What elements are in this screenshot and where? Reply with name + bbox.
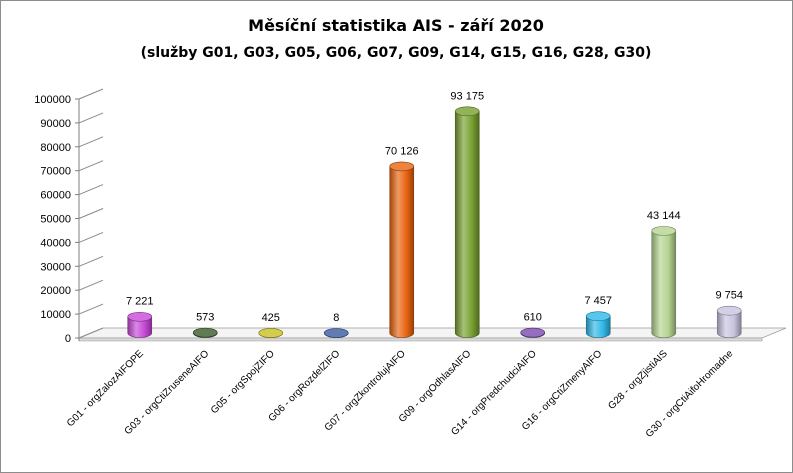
y-tick-label: 50000	[40, 214, 71, 226]
bar-top	[520, 327, 546, 338]
y-tick-label: 10000	[40, 309, 71, 321]
bar-body	[651, 230, 677, 338]
bar-top	[585, 311, 611, 321]
chart-floor	[78, 327, 787, 339]
y-wall-line	[78, 255, 104, 267]
bar-body	[389, 166, 415, 338]
data-label: 9 754	[715, 290, 743, 302]
bar	[127, 311, 153, 338]
data-label: 7 221	[126, 296, 154, 308]
y-wall-line	[78, 160, 104, 172]
chart-floor-edge	[78, 337, 763, 342]
chart-subtitle: (služby G01, G03, G05, G06, G07, G09, G1…	[141, 45, 652, 61]
bar-top	[651, 226, 677, 236]
y-tick-label: 80000	[40, 142, 71, 154]
y-wall-line	[78, 88, 104, 100]
bar-body	[454, 111, 480, 338]
y-wall-line	[78, 136, 104, 148]
bar-top	[192, 327, 218, 338]
bar	[454, 106, 480, 338]
bar	[258, 328, 284, 338]
data-label: 8	[333, 312, 339, 324]
y-tick-label: 0	[65, 333, 71, 345]
x-tick-label: G09 - orgOdhlasAIFO	[397, 348, 474, 425]
bar-top	[716, 305, 742, 316]
y-tick-label: 30000	[40, 261, 71, 273]
bar-top	[323, 328, 349, 338]
bar	[585, 311, 611, 338]
x-tick-label: G06 - orgRozdelZIFO	[267, 348, 343, 424]
data-label: 70 126	[385, 145, 419, 157]
bars	[127, 106, 742, 338]
data-label: 7 457	[584, 295, 612, 307]
y-tick-label: 100000	[34, 94, 71, 106]
y-wall-line	[78, 279, 104, 291]
bar-body	[127, 316, 153, 338]
bar	[192, 327, 218, 338]
y-tick-label: 90000	[40, 118, 71, 130]
y-tick-label: 70000	[40, 166, 71, 178]
bar	[716, 305, 742, 338]
chart-title: Měsíční statistika AIS - září 2020	[248, 16, 544, 35]
bar-top	[127, 311, 153, 322]
x-tick-label: G28 - orgZjistiAIS	[606, 348, 670, 412]
bar-body	[585, 315, 611, 338]
y-wall-line	[78, 231, 104, 243]
bar	[323, 328, 349, 338]
y-wall-line	[78, 208, 104, 219]
bar-body	[716, 310, 742, 338]
y-wall-line	[78, 303, 104, 315]
data-labels: 7 221 573 425 8 70 126 93 175 610 7 457 43 144 9 …	[126, 90, 743, 324]
y-wall-line	[78, 327, 104, 339]
data-label: 93 175	[450, 90, 484, 102]
bar	[651, 226, 677, 338]
y-wall-line	[78, 184, 104, 196]
bar-top	[454, 106, 480, 117]
bar	[389, 161, 415, 338]
y-tick-label: 40000	[40, 237, 71, 249]
bar-top	[389, 161, 415, 172]
data-label: 573	[196, 312, 214, 324]
y-tick-label: 60000	[40, 190, 71, 202]
data-label: 610	[524, 312, 542, 324]
bar-top	[258, 328, 284, 338]
x-tick-label: G05 - orgSpojZIFO	[209, 348, 277, 416]
data-label: 425	[262, 312, 280, 324]
data-label: 43 144	[647, 210, 681, 222]
y-tick-labels: 0 10000 20000 30000 40000 50000 60000 70000 8000…	[34, 94, 71, 345]
bar	[520, 327, 546, 338]
y-tick-label: 20000	[40, 285, 71, 297]
y-wall-line	[78, 112, 104, 124]
